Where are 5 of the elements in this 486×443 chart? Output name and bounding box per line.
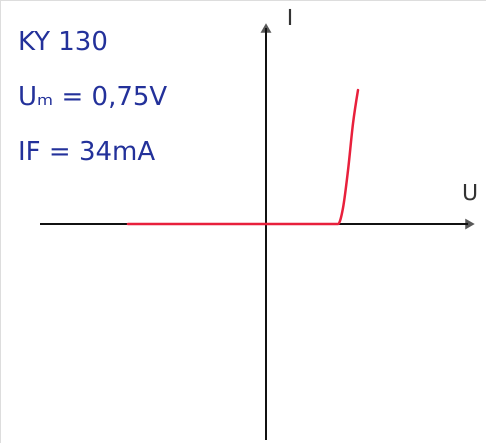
annotation: IF = 34mA xyxy=(18,137,156,167)
x-axis-title: U xyxy=(462,181,478,206)
text: KY 130 xyxy=(18,27,108,57)
annotation: Uₘ = 0,75V xyxy=(18,82,168,112)
y-axis-title: I xyxy=(286,6,294,31)
